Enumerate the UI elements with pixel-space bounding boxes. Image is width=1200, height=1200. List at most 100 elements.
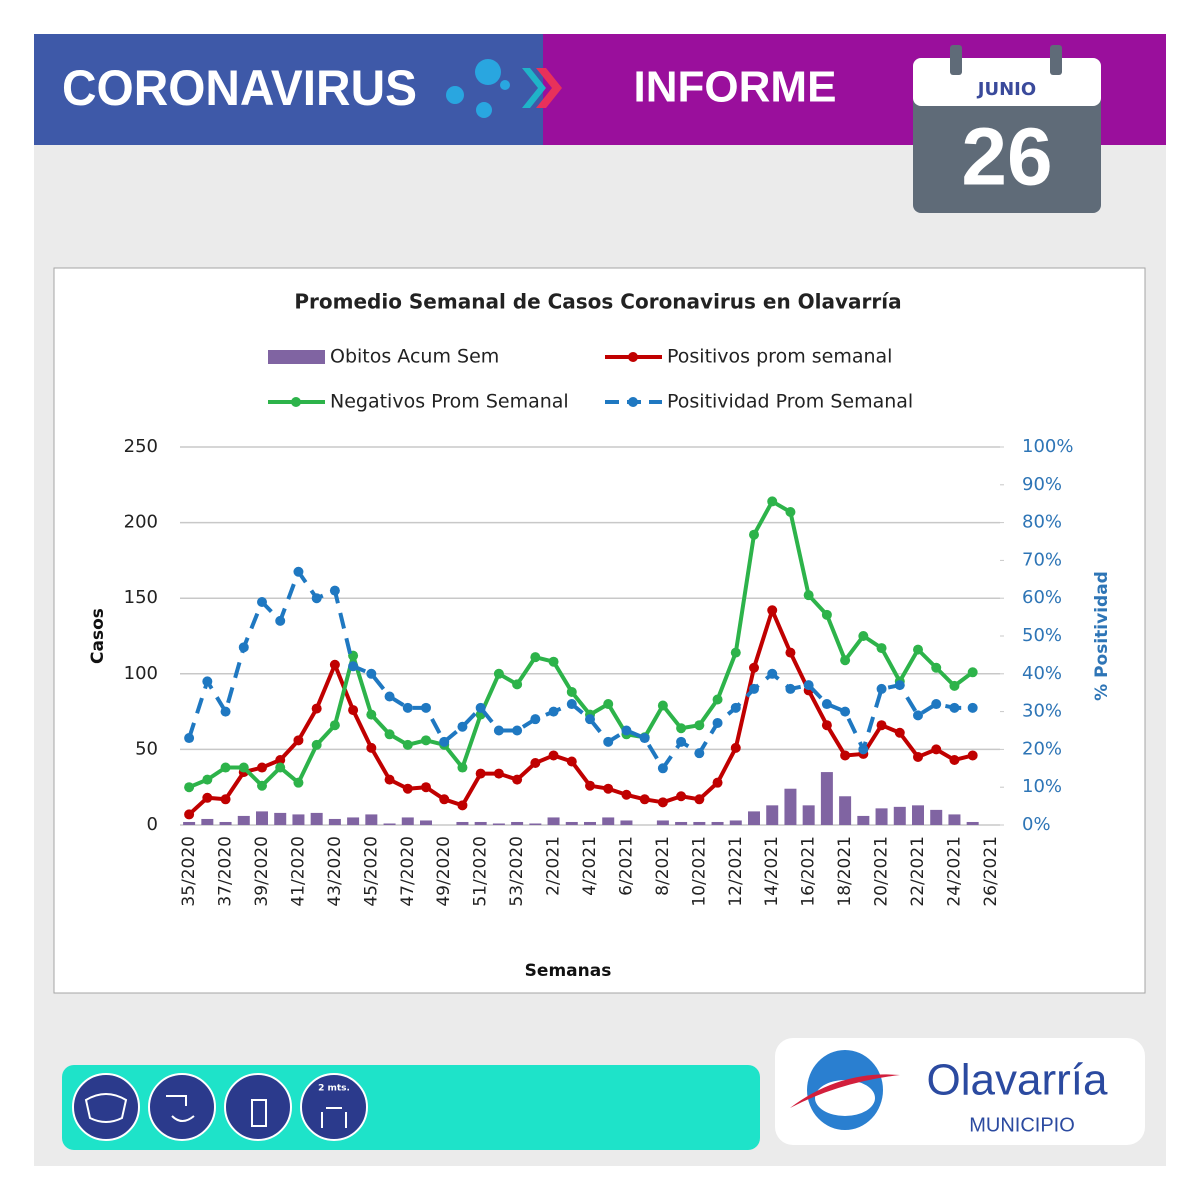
marker [311, 739, 322, 750]
marker [384, 729, 395, 740]
marker [329, 720, 340, 731]
marker [730, 702, 741, 713]
bar [256, 811, 268, 825]
marker [293, 566, 304, 577]
marker [676, 723, 687, 734]
bar [602, 817, 615, 825]
marker [694, 748, 705, 759]
chart: Promedio Semanal de Casos Coronavirus en… [88, 290, 1112, 982]
y2-tick-label: 40% [1022, 663, 1062, 684]
marker [967, 702, 978, 713]
marker [840, 655, 851, 666]
x-tick-label: 14/2021 [762, 836, 782, 907]
marker [275, 754, 286, 765]
marker [712, 717, 723, 728]
legend-label: Obitos Acum Sem [330, 346, 499, 368]
bar [748, 811, 760, 825]
bar [547, 817, 560, 825]
marker [803, 590, 814, 601]
bar [183, 821, 196, 825]
marker [821, 609, 832, 620]
bar [274, 812, 287, 825]
bar [474, 821, 487, 825]
marker [512, 725, 523, 736]
x-tick-label: 41/2020 [288, 836, 308, 907]
bar [711, 821, 724, 825]
marker [858, 744, 869, 755]
bar [766, 805, 779, 825]
logo-text: Olavarría [927, 1056, 1108, 1105]
marker [585, 780, 595, 791]
marker [931, 699, 942, 710]
logo-subtext: MUNICIPIO [969, 1114, 1075, 1136]
bar [839, 796, 852, 825]
marker [767, 496, 778, 507]
marker [603, 736, 614, 747]
series-line [187, 608, 974, 816]
marker [329, 659, 340, 670]
bar [292, 814, 305, 825]
x-tick-label: 47/2020 [398, 836, 418, 907]
marker [967, 750, 978, 761]
marker [348, 705, 359, 716]
marker [421, 735, 431, 746]
marker [730, 742, 741, 753]
marker [493, 768, 504, 779]
x-tick-label: 37/2020 [216, 836, 236, 907]
marker [876, 643, 887, 654]
marker [876, 720, 887, 731]
y-tick-label: 250 [124, 436, 158, 457]
marker [402, 783, 413, 794]
bar [912, 805, 924, 825]
marker [585, 714, 595, 725]
x-tick-label: 51/2020 [471, 836, 491, 907]
marker [293, 777, 304, 788]
marker [785, 647, 796, 658]
bar [310, 812, 323, 825]
marker [785, 683, 796, 694]
bar [347, 817, 360, 825]
x-tick-label: 10/2021 [689, 836, 709, 907]
marker [913, 751, 923, 762]
bar [383, 823, 396, 825]
bar [456, 821, 469, 825]
marker [548, 750, 559, 761]
bar [328, 818, 341, 825]
marker [311, 593, 322, 604]
marker [913, 710, 923, 721]
bar [784, 788, 797, 825]
bar [802, 805, 815, 825]
marker [421, 782, 431, 793]
y-tick-label: 50 [135, 738, 158, 759]
marker [512, 774, 523, 785]
bar [820, 772, 833, 825]
marker [311, 703, 322, 714]
marker [694, 794, 705, 805]
legend-marker [628, 352, 638, 362]
marker [749, 529, 759, 540]
x-tick-label: 12/2021 [726, 836, 746, 907]
marker [493, 668, 504, 679]
marker [712, 777, 723, 788]
marker [275, 615, 286, 626]
bar [420, 820, 432, 825]
x-tick-label: 35/2020 [179, 836, 199, 907]
legend-swatch [268, 350, 325, 364]
bar [948, 814, 961, 825]
marker [657, 797, 668, 808]
marker [840, 706, 851, 717]
icon-text: 2 mts. [318, 1084, 350, 1094]
y2-tick-label: 60% [1022, 587, 1062, 608]
marker [621, 789, 632, 800]
marker [749, 662, 759, 673]
marker [202, 792, 213, 803]
marker [639, 733, 650, 744]
marker [676, 736, 687, 747]
marker [603, 783, 614, 794]
x-tick-label: 24/2021 [944, 836, 964, 907]
chart-frame [53, 267, 1146, 994]
bar [219, 821, 232, 825]
bar [511, 821, 524, 825]
marker [949, 680, 960, 691]
marker [220, 762, 231, 773]
